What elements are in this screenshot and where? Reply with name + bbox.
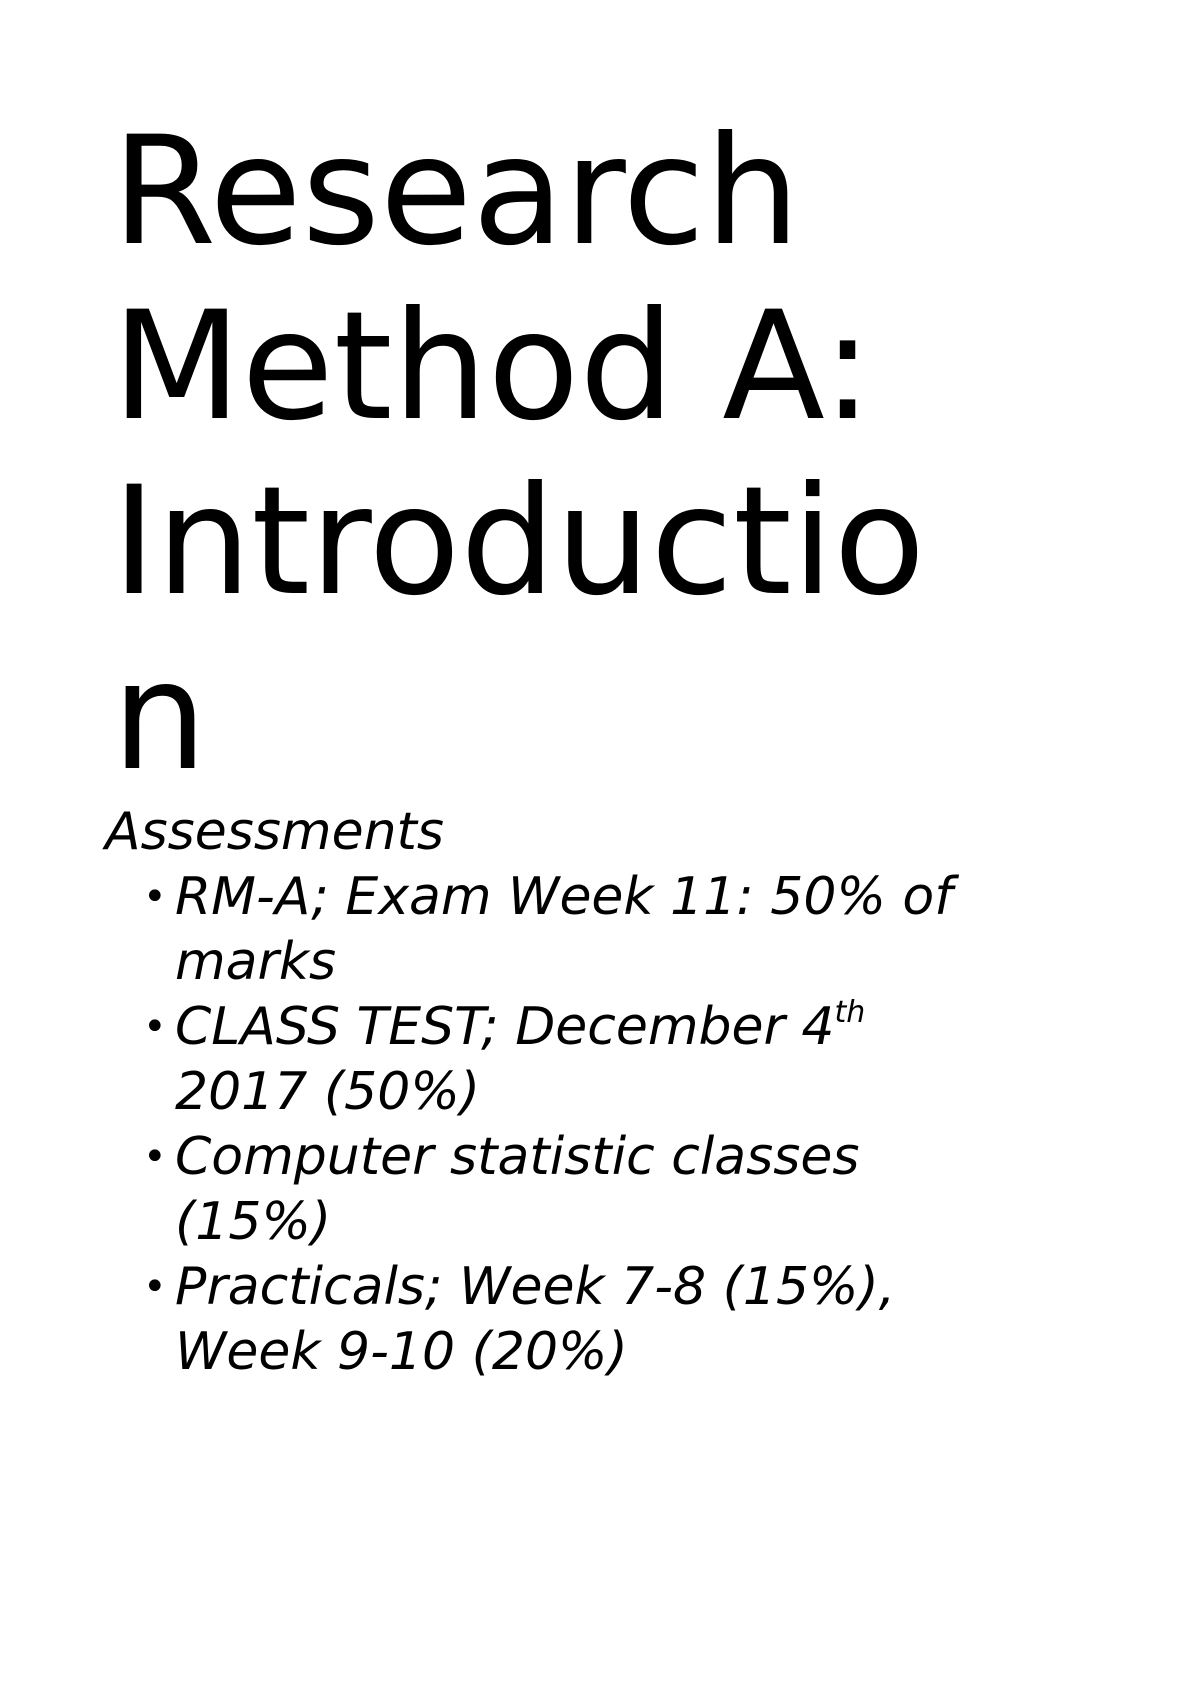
assessment-list: • RM-A; Exam Week 11: 50% of marks • CLA…: [105, 865, 975, 1385]
item-text: CLASS TEST; December 4: [175, 997, 835, 1057]
list-item: • CLASS TEST; December 4th 2017 (50%): [105, 995, 975, 1125]
assessments-section: Assessments • RM-A; Exam Week 11: 50% of…: [105, 800, 975, 1385]
title-line: n: [112, 630, 208, 804]
title-line: Method A:: [112, 280, 873, 454]
bullet-icon: •: [143, 874, 167, 920]
bullet-icon: •: [143, 1004, 167, 1050]
item-text-after: 2017 (50%): [175, 1062, 481, 1122]
item-text: Practicals; Week 7-8 (15%), Week 9-10 (2…: [175, 1257, 896, 1382]
item-text: Computer statistic classes (15%): [175, 1127, 860, 1252]
list-item: • Computer statistic classes (15%): [105, 1125, 975, 1255]
superscript: th: [834, 995, 866, 1030]
title-line: Introductio: [112, 455, 926, 629]
list-item: • Practicals; Week 7-8 (15%), Week 9-10 …: [105, 1255, 975, 1385]
item-text: RM-A; Exam Week 11: 50% of marks: [175, 867, 953, 992]
page-title: Research Method A: Introductio n: [112, 105, 925, 805]
bullet-icon: •: [143, 1264, 167, 1310]
section-heading: Assessments: [105, 802, 445, 862]
bullet-icon: •: [143, 1134, 167, 1180]
list-item: • RM-A; Exam Week 11: 50% of marks: [105, 865, 975, 995]
title-line: Research: [112, 105, 801, 279]
